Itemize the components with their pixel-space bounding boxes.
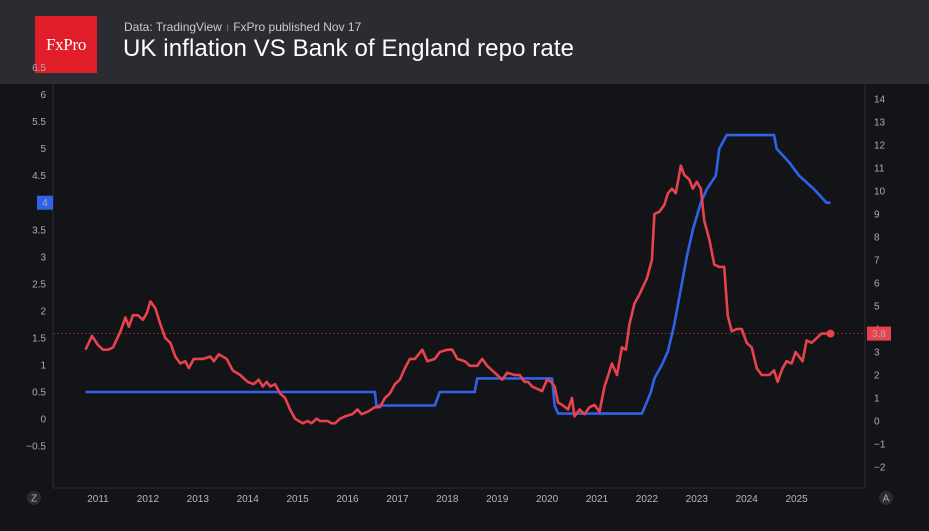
x-tick-label: 2018 xyxy=(436,494,459,505)
left-tick-label: 1 xyxy=(40,360,46,371)
right-tick-label: 7 xyxy=(874,256,880,267)
separator: ı xyxy=(225,20,230,34)
repo-rate-last-badge xyxy=(37,195,53,210)
left-tick-label: 6.5 xyxy=(32,63,46,74)
z-corner-icon xyxy=(27,491,41,505)
publisher-note: FxPro published Nov 17 xyxy=(233,20,362,34)
x-tick-label: 2014 xyxy=(237,494,260,505)
repo-rate-line xyxy=(85,133,831,415)
x-tick-label: 2015 xyxy=(286,494,309,505)
right-tick-label: 8 xyxy=(874,233,880,244)
left-tick-label: 5 xyxy=(40,144,46,155)
left-tick-label: 3.5 xyxy=(32,225,46,236)
x-tick-label: 2013 xyxy=(187,494,210,505)
right-tick-label: 3 xyxy=(874,348,880,359)
x-tick-label: 2025 xyxy=(785,494,808,505)
inflation-last-label: 3.8 xyxy=(872,329,886,340)
data-source: Data: TradingView xyxy=(124,20,222,34)
a-corner-icon xyxy=(879,491,893,505)
inflation-line xyxy=(84,164,831,425)
chart-title: UK inflation VS Bank of England repo rat… xyxy=(123,35,575,62)
left-tick-label: 2.5 xyxy=(32,279,46,290)
left-tick-label: 0 xyxy=(40,415,46,426)
left-tick-label: 1.5 xyxy=(32,333,46,344)
right-tick-label: 12 xyxy=(874,141,886,152)
x-tick-label: 2023 xyxy=(686,494,709,505)
right-tick-label: 0 xyxy=(874,417,880,428)
left-tick-label: 0.5 xyxy=(32,387,46,398)
inflation-end-dot xyxy=(826,329,835,338)
right-tick-label: −1 xyxy=(874,440,886,451)
x-tick-label: 2020 xyxy=(536,494,559,505)
chart-header: FxPro Data: TradingView ı FxPro published … xyxy=(0,0,929,84)
right-tick-label: −2 xyxy=(874,463,886,474)
right-tick-label: 5 xyxy=(874,302,880,313)
left-tick-label: 3 xyxy=(40,252,46,263)
x-tick-label: 2012 xyxy=(137,494,160,505)
x-tick-label: 2022 xyxy=(636,494,659,505)
x-tick-label: 2024 xyxy=(736,494,759,505)
left-tick-label: −0.5 xyxy=(26,442,46,453)
x-tick-label: 2021 xyxy=(586,494,609,505)
inflation-last-badge xyxy=(867,326,891,341)
left-tick-label: 4.5 xyxy=(32,171,46,182)
left-tick-label: 5.5 xyxy=(32,117,46,128)
x-tick-label: 2019 xyxy=(486,494,509,505)
right-tick-label: 14 xyxy=(874,95,886,106)
right-tick-label: 2 xyxy=(874,371,880,382)
a-corner-label: A xyxy=(883,494,890,505)
x-tick-label: 2016 xyxy=(336,494,359,505)
right-tick-label: 11 xyxy=(874,164,885,175)
repo-rate-last-label: 4 xyxy=(42,198,48,209)
x-tick-label: 2011 xyxy=(87,494,109,505)
right-tick-label: 1 xyxy=(874,394,880,405)
z-corner-label: Z xyxy=(31,494,37,505)
right-tick-label: 10 xyxy=(874,187,886,198)
right-tick-label: 13 xyxy=(874,118,886,129)
fxpro-logo: FxPro xyxy=(35,16,97,73)
right-tick-label: 9 xyxy=(874,210,880,221)
right-tick-label: 6 xyxy=(874,279,880,290)
x-tick-label: 2017 xyxy=(386,494,409,505)
source-line: Data: TradingView ı FxPro published Nov 17 xyxy=(124,20,361,34)
left-tick-label: 6 xyxy=(40,90,46,101)
left-tick-label: 2 xyxy=(40,306,46,317)
